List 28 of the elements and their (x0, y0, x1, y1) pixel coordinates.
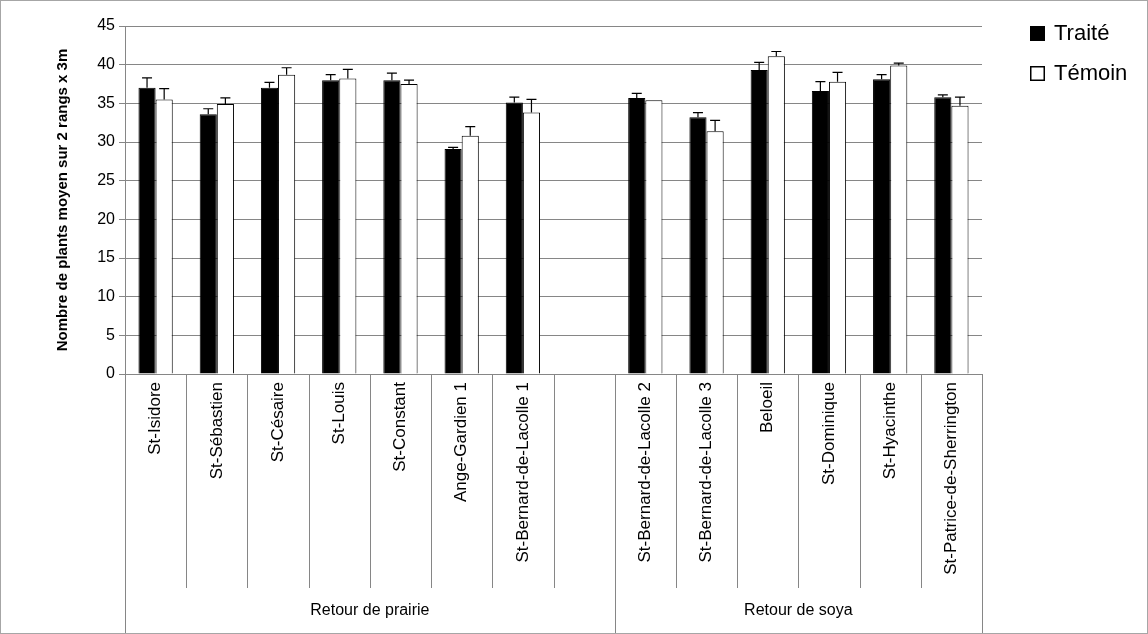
x-tick-label: Beloeil (757, 382, 777, 434)
x-tick-label: St-Bernard-de-Lacolle 2 (635, 382, 655, 563)
y-tick-label: 30 (97, 132, 116, 150)
x-tick-label: St-Bernard-de-Lacolle 3 (696, 382, 716, 563)
legend-label: Traité (1054, 20, 1110, 46)
y-tick-label: 10 (97, 287, 116, 305)
x-tick-label: St-Isidore (145, 382, 165, 455)
y-tick-label: 25 (97, 171, 116, 189)
y-tick-label: 45 (97, 16, 116, 34)
x-tick-label: Ange-Gardien 1 (451, 382, 471, 503)
y-tick-label: 15 (97, 248, 116, 266)
legend-label: Témoin (1054, 60, 1128, 86)
x-tick-label: St-Constant (390, 381, 410, 472)
y-tick-label: 5 (106, 325, 116, 343)
text: Retour de prairie (310, 600, 430, 618)
x-tick-label: St-Bernard-de-Lacolle 1 (512, 382, 532, 563)
x-tick-label: St-Sébastien (206, 382, 226, 480)
text: Retour de soya (744, 600, 853, 618)
y-tick-label: 35 (97, 93, 116, 111)
y-tick-label: 0 (106, 364, 116, 382)
x-tick-label: St-Patrice-de-Sherrington (941, 382, 961, 575)
x-tick-label: St-Césaire (267, 382, 287, 463)
y-axis-title: Nombre de plants moyen sur 2 rangs x 3m (53, 48, 71, 352)
x-tick-label: St-Dominique (818, 382, 838, 485)
x-tick-label: St-Louis (328, 382, 348, 445)
y-tick-label: 40 (97, 55, 116, 73)
x-tick-label: St-Hyacinthe (879, 382, 899, 480)
y-tick-label: 20 (97, 209, 116, 227)
